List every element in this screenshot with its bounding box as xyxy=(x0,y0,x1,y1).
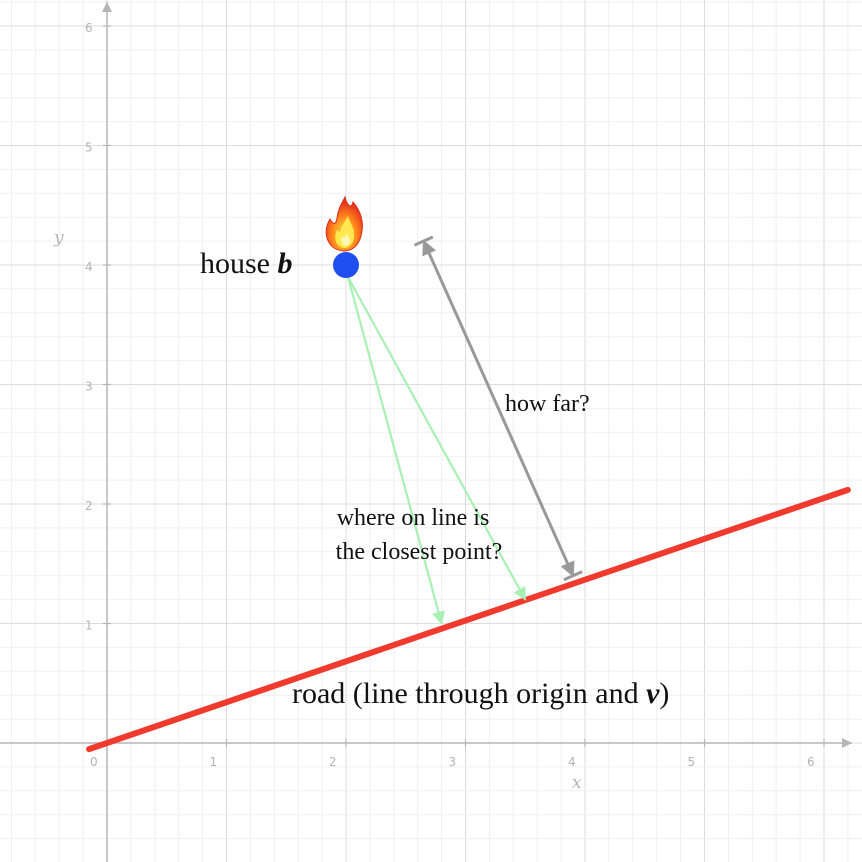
distance-measure xyxy=(413,235,583,582)
y-tick-label: 6 xyxy=(85,21,93,35)
y-axis-arrow-icon xyxy=(102,2,112,12)
road-line xyxy=(86,486,851,753)
road-label: road (line through origin and v) xyxy=(292,677,669,710)
guess-arrow-1 xyxy=(346,276,445,625)
x-axis-arrow-icon xyxy=(842,738,852,748)
x-tick-label: 2 xyxy=(329,755,337,769)
x-tick-label: 5 xyxy=(688,755,696,769)
road-symbol: v xyxy=(646,677,660,710)
house-point xyxy=(333,252,359,278)
fire-icon xyxy=(325,195,363,252)
x-tick-label: 4 xyxy=(568,755,576,769)
distance-question: how far? xyxy=(505,391,590,417)
distance-end-cap-top xyxy=(413,235,434,247)
house-symbol: b xyxy=(278,247,293,280)
y-tick-label: 2 xyxy=(85,499,93,513)
y-tick-label: 4 xyxy=(85,260,93,274)
y-axis-label: y xyxy=(53,228,64,248)
x-tick-label: 6 xyxy=(807,755,815,769)
house-label-text: house xyxy=(200,247,278,280)
distance-end-cap-bottom xyxy=(563,570,583,582)
x-tick-label: 3 xyxy=(449,755,457,769)
road-label-end: ) xyxy=(659,677,669,710)
distance-arrow xyxy=(422,239,575,578)
y-tick-label: 5 xyxy=(85,141,93,155)
y-tick-label: 1 xyxy=(85,619,93,633)
closest-point-question-line-2: the closest point? xyxy=(336,539,503,565)
x-tick-label: 1 xyxy=(210,755,218,769)
x-tick-label: 0 xyxy=(90,755,98,769)
y-tick-label: 3 xyxy=(85,380,93,394)
house-label: house b xyxy=(200,247,293,280)
x-axis-label: x xyxy=(572,773,582,793)
closest-point-question-line-1: where on line is xyxy=(337,505,490,531)
tick-labels: 0 1 2 3 4 5 6 1 2 3 4 5 6 xyxy=(85,21,815,769)
road-label-text: road (line through origin and xyxy=(292,677,646,710)
